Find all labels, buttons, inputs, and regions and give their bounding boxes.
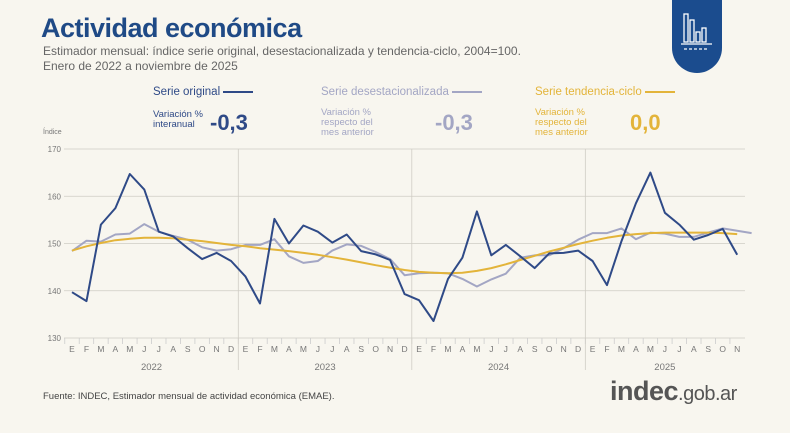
series-line-2 bbox=[71, 231, 738, 275]
x-tick-label: F bbox=[84, 344, 89, 354]
x-tick-label: D bbox=[575, 344, 581, 354]
x-tick-label: S bbox=[185, 344, 191, 354]
x-tick-label: M bbox=[618, 344, 625, 354]
period: Enero de 2022 a noviembre de 2025 bbox=[43, 59, 238, 73]
y-tick-label: 170 bbox=[48, 145, 62, 154]
x-tick-label: A bbox=[113, 344, 119, 354]
x-tick-label: O bbox=[372, 344, 379, 354]
x-tick-label: N bbox=[214, 344, 220, 354]
y-tick-label: 140 bbox=[48, 287, 62, 296]
x-tick-label: E bbox=[69, 344, 75, 354]
logo bbox=[672, 0, 722, 73]
x-tick-label: J bbox=[316, 344, 320, 354]
variation-label: Variación % interanual bbox=[153, 109, 203, 130]
legend-label: Serie desestacionalizada bbox=[321, 86, 449, 98]
x-tick-label: O bbox=[199, 344, 206, 354]
y-axis-label: Índice bbox=[43, 127, 62, 136]
x-tick-label: A bbox=[344, 344, 350, 354]
legend-label: Serie original bbox=[153, 86, 221, 98]
series-line-0 bbox=[71, 171, 739, 322]
y-tick-label: 130 bbox=[48, 334, 62, 343]
x-tick-label: S bbox=[358, 344, 364, 354]
x-tick-label: A bbox=[633, 344, 639, 354]
brand-text: .gob.ar bbox=[678, 383, 737, 405]
x-tick-label: N bbox=[734, 344, 740, 354]
bar-chart-icon bbox=[681, 13, 712, 50]
legend-item: Serie desestacionalizada bbox=[321, 86, 483, 98]
legend-swatch bbox=[644, 90, 675, 93]
x-tick-label: A bbox=[517, 344, 523, 354]
x-tick-label: D bbox=[402, 344, 408, 354]
variation-value: 0,0 bbox=[630, 110, 661, 135]
x-tick-label: A bbox=[286, 344, 292, 354]
x-tick-label: J bbox=[504, 344, 508, 354]
x-tick-label: J bbox=[330, 344, 334, 354]
x-tick-label: E bbox=[416, 344, 422, 354]
x-tick-label: M bbox=[444, 344, 451, 354]
x-tick-label: J bbox=[489, 344, 493, 354]
y-tick-label: 150 bbox=[48, 240, 62, 249]
brand-logo[interactable]: indec.gob.ar bbox=[610, 376, 737, 406]
x-tick-label: M bbox=[647, 344, 654, 354]
variation-label: Variación % respecto del mes anterior bbox=[321, 107, 374, 138]
x-tick-label: E bbox=[590, 344, 596, 354]
x-tick-label: M bbox=[473, 344, 480, 354]
source-note: Fuente: INDEC, Estimador mensual de acti… bbox=[43, 391, 335, 402]
legend-item: Serie tendencia-ciclo bbox=[535, 86, 675, 98]
x-tick-label: M bbox=[300, 344, 307, 354]
x-tick-label: O bbox=[719, 344, 726, 354]
x-tick-label: F bbox=[604, 344, 609, 354]
legend-swatch bbox=[452, 90, 483, 93]
x-tick-label: A bbox=[170, 344, 176, 354]
x-tick-label: M bbox=[271, 344, 278, 354]
variation-value: -0,3 bbox=[210, 110, 248, 135]
legend-item: Serie original bbox=[153, 86, 254, 98]
legend-swatch bbox=[223, 90, 254, 93]
x-tick-label: A bbox=[460, 344, 466, 354]
x-tick-label: J bbox=[157, 344, 161, 354]
x-tick-label: J bbox=[663, 344, 667, 354]
x-tick-label: M bbox=[97, 344, 104, 354]
x-tick-label: F bbox=[431, 344, 436, 354]
year-label: 2025 bbox=[654, 362, 675, 373]
x-tick-label: D bbox=[228, 344, 234, 354]
year-label: 2023 bbox=[314, 362, 335, 373]
x-tick-label: J bbox=[677, 344, 681, 354]
year-label: 2022 bbox=[141, 362, 162, 373]
x-tick-label: J bbox=[142, 344, 146, 354]
x-tick-label: M bbox=[126, 344, 133, 354]
x-tick-label: N bbox=[561, 344, 567, 354]
year-label: 2024 bbox=[488, 362, 509, 373]
legend-label: Serie tendencia-ciclo bbox=[535, 86, 642, 98]
x-tick-label: S bbox=[705, 344, 711, 354]
x-tick-label: F bbox=[257, 344, 262, 354]
x-tick-label: O bbox=[546, 344, 553, 354]
variation-label: Variación % respecto del mes anterior bbox=[535, 107, 588, 138]
subtitle: Estimador mensual: índice serie original… bbox=[43, 44, 521, 58]
x-tick-label: S bbox=[532, 344, 538, 354]
x-tick-label: N bbox=[387, 344, 393, 354]
page-title: Actividad económica bbox=[41, 13, 302, 43]
x-tick-label: A bbox=[691, 344, 697, 354]
x-tick-label: E bbox=[243, 344, 249, 354]
y-tick-label: 160 bbox=[48, 192, 62, 201]
variation-value: -0,3 bbox=[435, 110, 473, 135]
